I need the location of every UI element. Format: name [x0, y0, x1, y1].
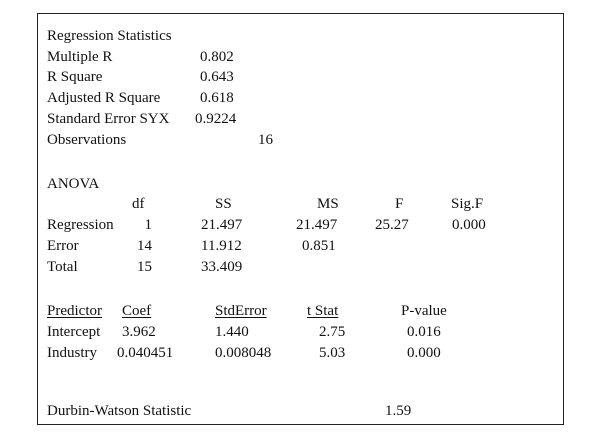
standard-error-value: 0.9224	[195, 111, 237, 127]
durbin-watson-label: Durbin-Watson Statistic	[47, 403, 192, 419]
coef-value-industry: 0.040451	[117, 345, 174, 361]
coef-predictor-industry: Industry	[47, 345, 97, 361]
anova-f-regression: 25.27	[375, 217, 409, 233]
adjusted-r-square-value: 0.618	[200, 90, 234, 106]
anova-source-regression: Regression	[47, 217, 114, 233]
r-square-value: 0.643	[200, 69, 234, 85]
coef-header-std-error: StdError	[215, 303, 267, 319]
observations-value: 16	[258, 132, 273, 148]
coef-header-p-value: P-value	[401, 303, 447, 319]
anova-header-f: F	[395, 196, 404, 212]
anova-header-df: df	[132, 196, 145, 212]
observations-label: Observations	[47, 132, 127, 148]
multiple-r-label: Multiple R	[47, 49, 113, 65]
regression-output-box	[37, 13, 564, 425]
r-square-label: R Square	[47, 69, 103, 85]
anova-header-sig-f: Sig.F	[451, 196, 484, 212]
regression-statistics-title: Regression Statistics	[47, 28, 172, 44]
anova-header-ss: SS	[215, 196, 232, 212]
coef-predictor-intercept: Intercept	[47, 324, 101, 340]
coef-std-error-intercept: 1.440	[215, 324, 249, 340]
coef-std-error-industry: 0.008048	[215, 345, 272, 361]
anova-ss-error: 11.912	[201, 238, 242, 254]
coef-t-stat-intercept: 2.75	[319, 324, 346, 340]
anova-source-error: Error	[47, 238, 79, 254]
anova-ss-regression: 21.497	[201, 217, 243, 233]
anova-source-total: Total	[47, 259, 78, 275]
anova-ms-regression: 21.497	[296, 217, 338, 233]
standard-error-label: Standard Error SYX	[47, 111, 170, 127]
anova-df-error: 14	[137, 238, 152, 254]
coef-p-value-intercept: 0.016	[407, 324, 441, 340]
anova-df-total: 15	[137, 259, 152, 275]
coef-value-intercept: 3.962	[122, 324, 156, 340]
anova-ss-total: 33.409	[201, 259, 243, 275]
adjusted-r-square-label: Adjusted R Square	[47, 90, 161, 106]
coef-header-predictor: Predictor	[47, 303, 102, 319]
multiple-r-value: 0.802	[200, 49, 234, 65]
anova-sig-f-regression: 0.000	[452, 217, 486, 233]
coef-header-t-stat: t Stat	[307, 303, 339, 319]
durbin-watson-value: 1.59	[385, 403, 412, 419]
anova-ms-error: 0.851	[302, 238, 336, 254]
anova-df-regression: 1	[144, 217, 153, 233]
coef-header-coef: Coef	[122, 303, 152, 319]
coef-p-value-industry: 0.000	[407, 345, 441, 361]
anova-title: ANOVA	[47, 176, 100, 192]
anova-header-ms: MS	[317, 196, 339, 212]
coef-t-stat-industry: 5.03	[319, 345, 346, 361]
